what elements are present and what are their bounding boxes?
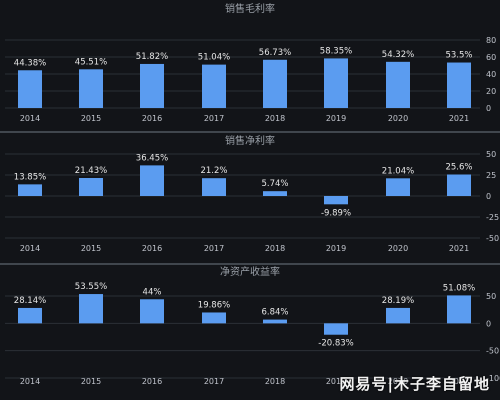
bar [202, 312, 226, 324]
data-label: 54.32% [382, 50, 414, 60]
data-label: 53.5% [445, 51, 472, 61]
data-label: 44% [143, 287, 162, 297]
data-label: 51.08% [443, 283, 475, 293]
bar [386, 178, 410, 196]
data-label: 53.55% [75, 282, 107, 292]
bar [18, 307, 42, 324]
chart-panel-1: 销售毛利率 0 20 40 60 80 44.38% 2014 45.51% 2015 51.82%… [0, 2, 500, 133]
x-tick-label: 2018 [265, 377, 285, 386]
bar [263, 59, 287, 108]
x-tick-label: 2014 [20, 114, 40, 123]
y-tick-label: 50 [486, 292, 496, 301]
y-tick-label: 20 [486, 87, 496, 96]
chart-title: 销售净利率 [225, 134, 275, 147]
bar [79, 294, 103, 324]
x-tick-label: 2018 [265, 244, 285, 253]
chart-title: 净资产收益率 [220, 265, 280, 278]
data-label: 28.14% [14, 296, 46, 306]
x-tick-label: 2015 [81, 114, 101, 123]
bar [447, 174, 471, 196]
x-tick-label: 2021 [449, 377, 469, 386]
x-tick-label: 2017 [204, 377, 224, 386]
x-tick-label: 2015 [81, 244, 101, 253]
bar [140, 63, 164, 108]
chart-panel-3: 净资产收益率 -100 -50 0 50 28.14% 2014 53.55% 2015 44% 2… [5, 265, 500, 386]
y-tick-label: -50 [486, 234, 499, 243]
x-tick-label: 2019 [326, 114, 346, 123]
data-label: 28.19% [382, 296, 414, 306]
data-label: 21.2% [200, 166, 227, 176]
x-tick-label: 2016 [142, 377, 162, 386]
bar [263, 191, 287, 196]
x-tick-label: 2016 [142, 244, 162, 253]
bar [386, 61, 410, 108]
x-tick-label: 2019 [326, 377, 346, 386]
y-tick-label: 60 [486, 53, 496, 62]
bar [447, 62, 471, 108]
bar [202, 178, 226, 196]
x-tick-label: 2014 [20, 377, 40, 386]
x-tick-label: 2021 [449, 114, 469, 123]
data-label: 56.73% [259, 48, 291, 58]
x-tick-label: 2019 [326, 244, 346, 253]
data-label: 21.04% [382, 166, 414, 176]
x-tick-label: 2020 [388, 244, 408, 253]
x-tick-label: 2018 [265, 114, 285, 123]
data-label: 51.04% [198, 53, 230, 63]
bar [140, 165, 164, 196]
data-label: 58.35% [320, 46, 352, 56]
bar [79, 69, 103, 108]
data-label: 6.84% [261, 308, 288, 318]
data-label: 21.43% [75, 166, 107, 176]
data-label: 25.6% [445, 162, 472, 172]
y-tick-label: 25 [486, 171, 496, 180]
x-tick-label: 2021 [449, 244, 469, 253]
x-tick-label: 2014 [20, 244, 40, 253]
y-tick-label: 50 [486, 150, 496, 159]
data-label: 19.86% [198, 300, 230, 310]
bar [263, 319, 287, 324]
y-tick-label: -50 [486, 347, 499, 356]
watermark: 网易号|木子李自留地 [339, 375, 490, 393]
x-tick-label: 2020 [388, 114, 408, 123]
x-tick-label: 2020 [388, 377, 408, 386]
bar [18, 184, 42, 196]
data-label: -9.89% [321, 208, 351, 218]
x-tick-label: 2017 [204, 114, 224, 123]
bar [202, 64, 226, 108]
data-label: 5.74% [261, 179, 288, 189]
bar [324, 196, 348, 205]
data-label: 51.82% [136, 52, 168, 62]
y-tick-label: -25 [486, 213, 499, 222]
x-tick-label: 2015 [81, 377, 101, 386]
bar [447, 295, 471, 324]
y-tick-label: 40 [486, 70, 496, 79]
x-tick-label: 2016 [142, 114, 162, 123]
y-tick-label: 80 [486, 36, 496, 45]
bar [140, 299, 164, 324]
data-label: 13.85% [14, 172, 46, 182]
data-label: 45.51% [75, 57, 107, 67]
y-tick-label: -100 [486, 374, 500, 383]
y-tick-label: 0 [486, 104, 491, 113]
y-tick-label: 0 [486, 319, 491, 328]
bar [386, 307, 410, 324]
data-label: 36.45% [136, 153, 168, 163]
chart-panel-2: 销售净利率 -50 -25 0 25 50 13.85% 2014 21.43% 2015 36.4… [0, 134, 500, 265]
chart-title: 销售毛利率 [225, 2, 275, 15]
data-label: 44.38% [14, 58, 46, 68]
y-tick-label: 0 [486, 192, 491, 201]
bar [18, 70, 42, 108]
bar [324, 323, 348, 335]
bar [324, 58, 348, 108]
data-label: -20.83% [318, 339, 353, 349]
bar [79, 177, 103, 196]
x-tick-label: 2017 [204, 244, 224, 253]
